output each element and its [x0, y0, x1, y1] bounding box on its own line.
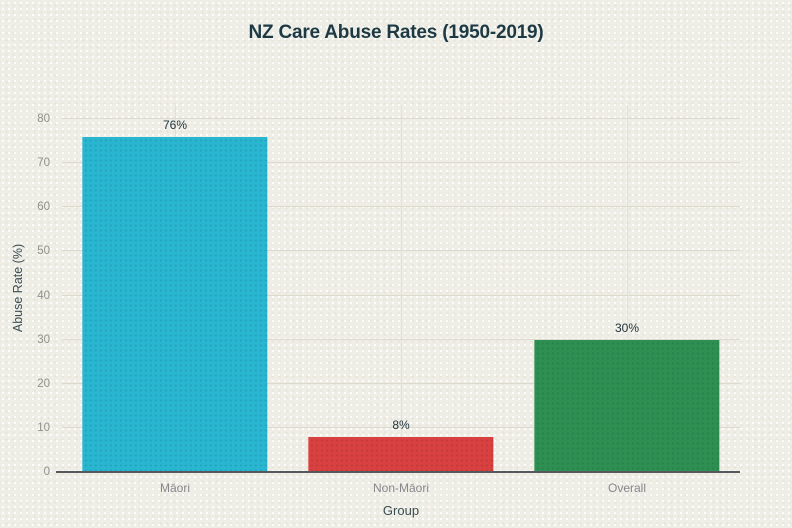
v-gridline-overall — [627, 105, 628, 472]
y-tick-label-60: 60 — [37, 201, 50, 214]
category-label-maori: Māori — [159, 481, 190, 495]
y-tick-label-10: 10 — [37, 421, 50, 434]
band-maori: 76% Māori — [62, 105, 288, 495]
value-label-overall: 30% — [614, 320, 640, 335]
category-label-non-maori: Non-Māori — [372, 481, 429, 495]
y-tick-label-0: 0 — [43, 466, 50, 478]
x-axis-title: Group — [382, 503, 420, 518]
y-tick-label-80: 80 — [37, 113, 50, 125]
band-overall: 30% Overall — [514, 105, 740, 495]
y-tick-label-50: 50 — [37, 245, 50, 258]
v-gridline-non-maori — [401, 105, 402, 472]
chart-title: NZ Care Abuse Rates (1950-2019) — [248, 22, 544, 43]
category-label-overall: Overall — [607, 481, 646, 495]
y-tick-label-40: 40 — [37, 289, 50, 302]
x-axis-line — [56, 471, 740, 473]
y-tick-label-20: 20 — [37, 377, 50, 390]
band-non-maori: 8% Non-Māori — [288, 105, 514, 495]
bar-maori — [82, 136, 268, 473]
value-label-non-maori: 8% — [392, 417, 410, 432]
value-label-maori: 76% — [162, 117, 188, 132]
bar-overall — [534, 339, 720, 473]
y-tick-labels: 0 10 20 30 40 50 60 70 80 — [0, 105, 54, 478]
plot-area: 76% Māori 8% Non-Māori 30% Overall — [56, 105, 740, 495]
bars-container: 76% Māori 8% Non-Māori 30% Overall — [62, 105, 740, 495]
y-tick-label-30: 30 — [37, 333, 50, 346]
bar-non-maori — [308, 436, 494, 473]
y-tick-label-70: 70 — [37, 157, 50, 170]
